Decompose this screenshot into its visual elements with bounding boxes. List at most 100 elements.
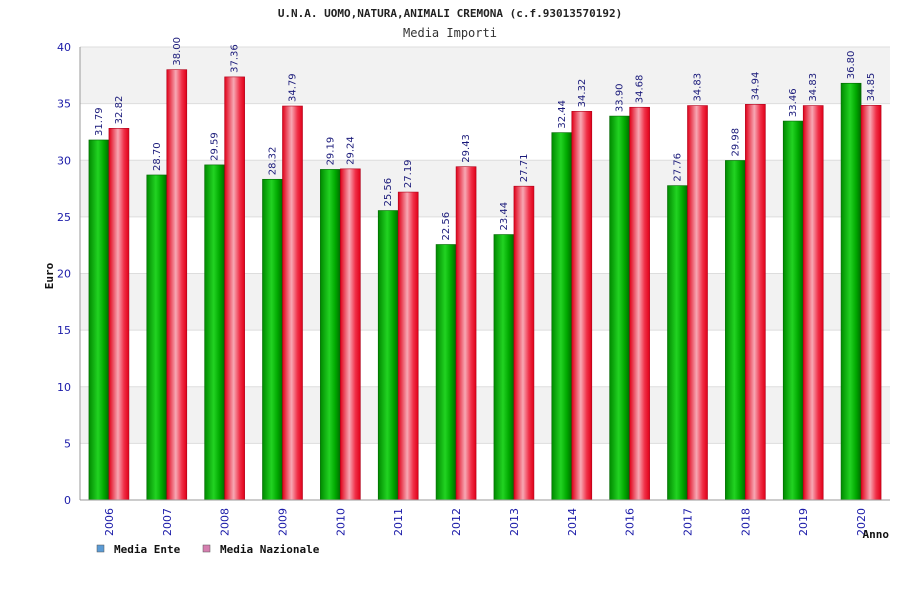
bar-media-nazionale-2017 (687, 105, 708, 501)
plot-band (80, 330, 890, 387)
value-labels: 31.79 32.82 28.70 38.00 29.59 37.36 28.32 34.79… (94, 37, 877, 240)
x-tick-label: 2016 (624, 508, 637, 536)
plot-band (80, 273, 890, 331)
bar-media-ente-2020 (840, 82, 862, 501)
value-label: 29.98 (730, 128, 741, 157)
value-label: 31.79 (94, 107, 105, 136)
legend: Media Ente Media Nazionale (96, 543, 320, 556)
value-label: 29.24 (345, 136, 356, 165)
plot-band (80, 160, 890, 217)
y-tick-label: 15 (57, 324, 71, 337)
plot-band (80, 103, 890, 161)
bar-media-ente-2006 (88, 139, 110, 501)
x-tick-label: 2011 (392, 508, 405, 536)
plot-band (80, 47, 890, 104)
x-tick-label: 2006 (103, 508, 116, 536)
y-tick-label: 20 (57, 268, 71, 281)
bar-media-nazionale-2020 (860, 105, 882, 501)
value-label: 27.71 (519, 154, 530, 183)
value-label: 34.83 (693, 73, 704, 102)
value-label: 34.83 (808, 73, 819, 102)
bar-media-nazionale-2016 (629, 106, 650, 501)
bar-media-ente-2009 (262, 178, 283, 501)
value-label: 38.00 (172, 37, 183, 66)
x-tick-label: 2008 (219, 508, 232, 536)
bar-media-ente-2016 (609, 115, 630, 501)
plot-band (80, 216, 890, 274)
y-tick-label: 35 (57, 98, 71, 111)
value-label: 29.19 (325, 137, 336, 166)
x-axis-label: Anno (863, 528, 890, 541)
x-tick-label: 2013 (508, 508, 521, 536)
value-label: 29.59 (210, 132, 221, 161)
bar-media-ente-2017 (667, 185, 688, 501)
bar-media-ente-2008 (204, 164, 225, 501)
x-tick-label: 2012 (450, 508, 463, 536)
value-label: 27.76 (673, 153, 684, 182)
value-label: 34.68 (635, 75, 646, 104)
value-label: 34.79 (288, 73, 299, 102)
bar-media-nazionale-2012 (455, 166, 477, 501)
bar-media-ente-2012 (435, 244, 457, 501)
value-label: 34.85 (866, 73, 877, 102)
value-label: 34.94 (750, 72, 761, 101)
bar-media-nazionale-2008 (224, 76, 245, 501)
bar-media-nazionale-2011 (397, 191, 419, 501)
bar-media-ente-2018 (725, 160, 746, 501)
value-label: 27.19 (403, 159, 414, 188)
legend-swatch-media-nazionale (202, 544, 211, 553)
bar-media-nazionale-2018 (745, 104, 766, 501)
x-tick-label: 2018 (739, 508, 752, 536)
x-tick-label: 2007 (161, 508, 174, 536)
y-tick-label: 10 (57, 381, 71, 394)
y-tick-label: 0 (64, 494, 71, 507)
value-label: 33.90 (615, 83, 626, 112)
y-tick-label: 30 (57, 154, 71, 167)
bar-media-nazionale-2010 (340, 168, 361, 501)
bar-media-ente-2013 (493, 234, 515, 501)
value-label: 33.46 (788, 88, 799, 117)
x-tick-label: 2017 (682, 508, 695, 536)
value-label: 22.56 (441, 212, 452, 241)
legend-label-media-nazionale: Media Nazionale (220, 543, 320, 556)
bar-media-nazionale-2013 (513, 185, 535, 501)
value-label: 28.70 (152, 142, 163, 171)
x-axis-ticks: 2006 2007 2008 2009 2010 2011 2012 2013 2014 2016… (103, 508, 868, 536)
y-tick-label: 40 (57, 41, 71, 54)
plot-band (80, 386, 890, 444)
bar-media-nazionale-2014 (571, 111, 593, 501)
value-label: 28.32 (268, 147, 279, 176)
value-label: 25.56 (383, 178, 394, 207)
bar-media-nazionale-2006 (108, 128, 130, 501)
bar-media-ente-2010 (320, 169, 341, 501)
plot-band (80, 443, 890, 500)
value-label: 32.82 (114, 96, 125, 125)
x-tick-label: 2020 (855, 508, 868, 536)
y-axis-ticks: 0 5 10 15 20 25 30 35 40 (57, 41, 71, 507)
x-tick-label: 2014 (566, 508, 579, 536)
value-label: 36.80 (846, 51, 857, 80)
value-label: 37.36 (230, 44, 241, 73)
bar-media-nazionale-2009 (282, 105, 303, 501)
legend-label-media-ente: Media Ente (114, 543, 181, 556)
y-axis-label: Euro (43, 262, 56, 289)
bar-media-ente-2011 (377, 210, 399, 501)
bar-media-ente-2014 (551, 132, 573, 501)
chart-title: U.N.A. UOMO,NATURA,ANIMALI CREMONA (c.f.… (278, 7, 622, 20)
chart-subtitle: Media Importi (403, 26, 497, 40)
value-label: 34.32 (577, 79, 588, 108)
legend-swatch-media-ente (96, 544, 105, 553)
y-tick-label: 25 (57, 211, 71, 224)
value-label: 32.44 (557, 100, 568, 129)
x-tick-label: 2010 (334, 508, 347, 536)
bar-media-ente-2019 (782, 120, 804, 501)
bar-media-nazionale-2007 (166, 69, 188, 501)
x-tick-label: 2009 (277, 508, 290, 536)
bars (88, 69, 882, 501)
bar-media-ente-2007 (146, 174, 168, 501)
y-tick-label: 5 (64, 437, 71, 450)
bar-media-nazionale-2019 (802, 105, 824, 501)
value-label: 29.43 (461, 134, 472, 163)
